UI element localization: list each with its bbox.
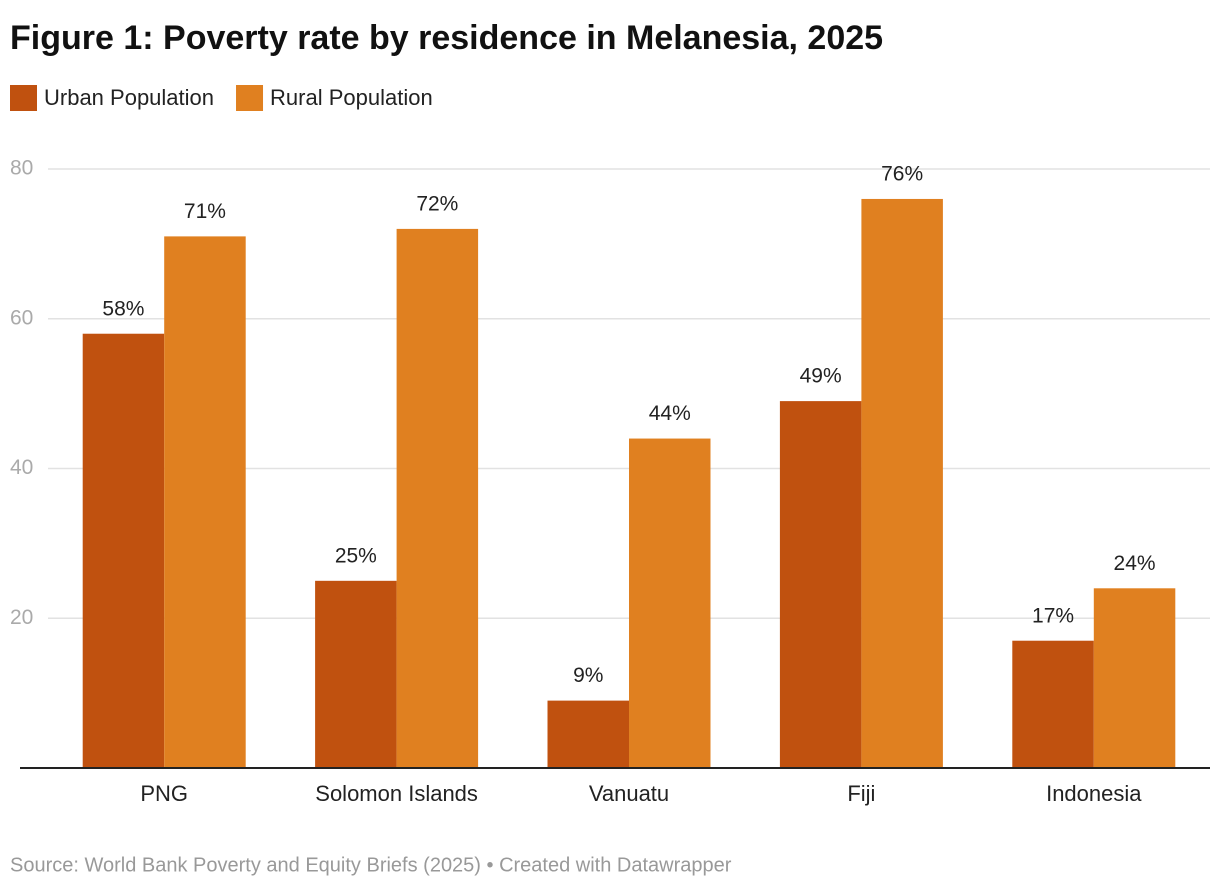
x-tick-label: Solomon Islands: [315, 781, 478, 806]
x-tick-label: PNG: [140, 781, 188, 806]
bar: [779, 401, 862, 768]
chart-title: Figure 1: Poverty rate by residence in M…: [10, 19, 883, 57]
value-label: 49%: [800, 365, 842, 388]
y-tick-label: 80: [10, 157, 33, 180]
value-label: 17%: [1032, 604, 1074, 627]
value-label: 72%: [416, 192, 458, 215]
value-label: 58%: [102, 297, 144, 320]
bar: [315, 580, 397, 768]
value-label: 76%: [881, 162, 923, 185]
x-tick-label: Fiji: [847, 781, 875, 806]
y-tick-label: 20: [10, 606, 33, 629]
bar: [629, 438, 711, 768]
x-tick-label: Vanuatu: [589, 781, 669, 806]
x-tick-label: Indonesia: [1046, 781, 1142, 806]
value-label: 9%: [573, 664, 603, 687]
value-label: 25%: [335, 544, 377, 567]
legend-label: Urban Population: [44, 85, 214, 110]
y-tick-label: 60: [10, 306, 33, 329]
bar: [396, 228, 479, 768]
y-tick-label: 40: [10, 456, 33, 479]
legend-swatch: [10, 85, 37, 111]
bar: [82, 333, 165, 768]
legend-swatch: [236, 85, 264, 111]
value-label: 24%: [1114, 552, 1156, 575]
source-note: Source: World Bank Poverty and Equity Br…: [10, 854, 732, 876]
bar: [1093, 588, 1176, 768]
value-label: 71%: [184, 200, 226, 223]
bar: [1012, 640, 1094, 768]
bar: [547, 700, 629, 768]
bar: [861, 198, 943, 768]
bar: [164, 236, 246, 768]
legend-label: Rural Population: [270, 85, 433, 110]
value-label: 44%: [649, 402, 691, 425]
